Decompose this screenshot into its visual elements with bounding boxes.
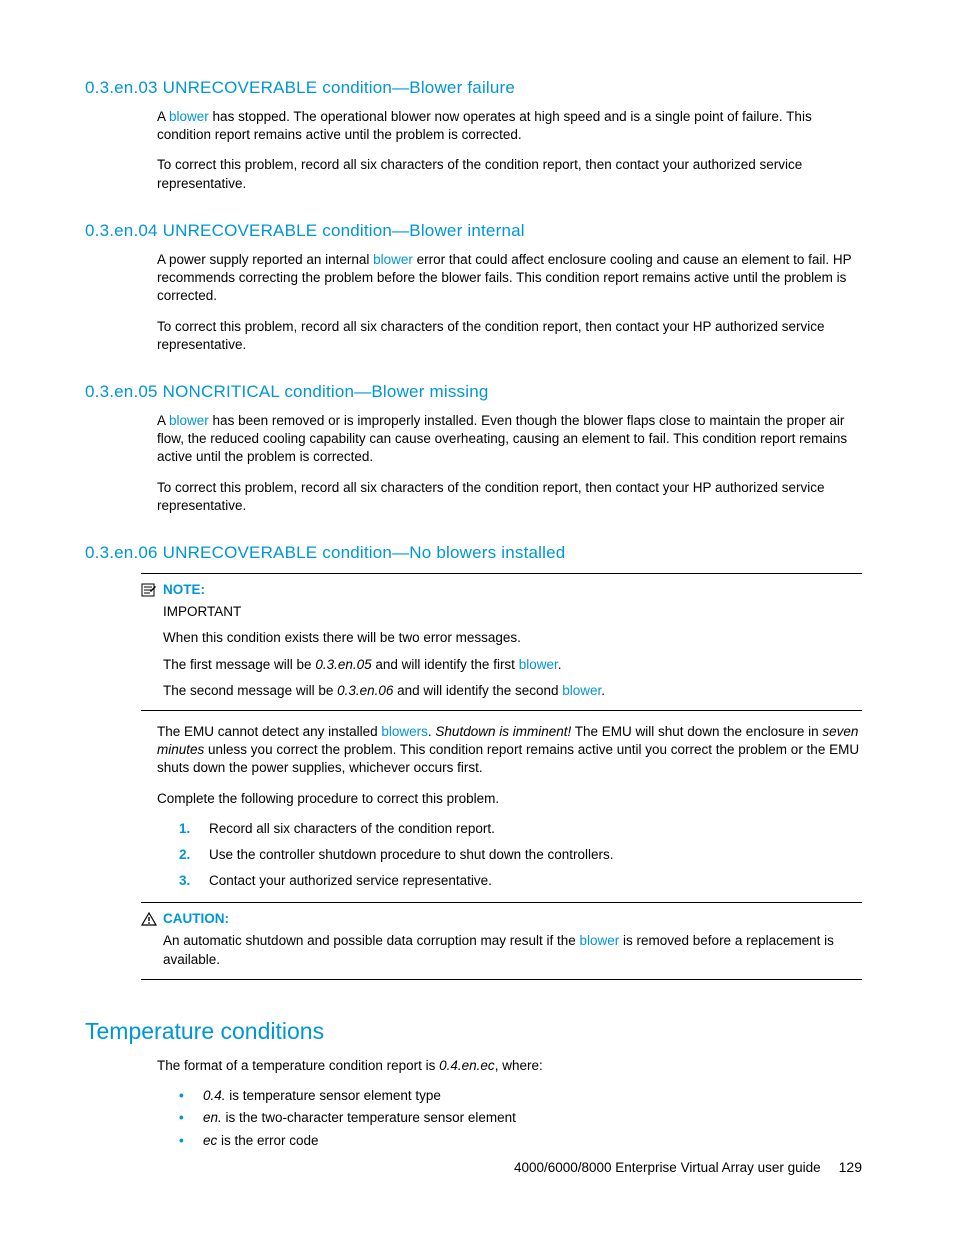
para-proc: Complete the following procedure to corr… bbox=[157, 790, 862, 808]
bullet-icon: • bbox=[179, 1109, 189, 1127]
link-blower[interactable]: blower bbox=[519, 657, 558, 672]
link-blower[interactable]: blower bbox=[373, 252, 413, 267]
code-ref: 0.3.en.06 bbox=[337, 683, 393, 698]
text: The EMU will shut down the enclosure in bbox=[571, 724, 822, 739]
divider bbox=[141, 979, 862, 980]
para-emu: The EMU cannot detect any installed blow… bbox=[157, 723, 862, 778]
list-text: en. is the two-character temperature sen… bbox=[203, 1109, 516, 1127]
term: ec bbox=[203, 1133, 217, 1148]
text: is temperature sensor element type bbox=[226, 1088, 441, 1103]
note-body: IMPORTANT When this condition exists the… bbox=[163, 603, 862, 700]
caution-body: An automatic shutdown and possible data … bbox=[163, 932, 862, 968]
para-05-1: A blower has been removed or is improper… bbox=[157, 412, 862, 467]
text: A bbox=[157, 413, 169, 428]
body-06: The EMU cannot detect any installed blow… bbox=[157, 723, 862, 891]
note-block: NOTE: IMPORTANT When this condition exis… bbox=[141, 573, 862, 711]
list-item: • 0.4. is temperature sensor element type bbox=[179, 1087, 862, 1105]
heading-03: 0.3.en.03 UNRECOVERABLE condition—Blower… bbox=[85, 78, 862, 98]
text: has been removed or is improperly instal… bbox=[157, 413, 847, 464]
bullet-icon: • bbox=[179, 1132, 189, 1150]
page-footer: 4000/6000/8000 Enterprise Virtual Array … bbox=[514, 1159, 862, 1175]
note-p4: The second message will be 0.3.en.06 and… bbox=[163, 682, 862, 700]
emphasis: Shutdown is imminent! bbox=[435, 724, 571, 739]
link-blower[interactable]: blower bbox=[169, 413, 209, 428]
note-label: NOTE: bbox=[163, 582, 205, 597]
caution-block: CAUTION: An automatic shutdown and possi… bbox=[141, 902, 862, 979]
link-blowers[interactable]: blowers bbox=[381, 724, 428, 739]
text: has stopped. The operational blower now … bbox=[157, 109, 812, 142]
divider bbox=[141, 573, 862, 574]
term: en. bbox=[203, 1110, 222, 1125]
heading-04: 0.3.en.04 UNRECOVERABLE condition—Blower… bbox=[85, 221, 862, 241]
text: and will identify the second bbox=[393, 683, 562, 698]
list-item: • en. is the two-character temperature se… bbox=[179, 1109, 862, 1127]
text: A power supply reported an internal bbox=[157, 252, 373, 267]
page-number: 129 bbox=[839, 1159, 862, 1175]
heading-06: 0.3.en.06 UNRECOVERABLE condition—No blo… bbox=[85, 543, 862, 563]
procedure-list: 1. Record all six characters of the condi… bbox=[179, 820, 862, 891]
bullet-list: • 0.4. is temperature sensor element type… bbox=[179, 1087, 862, 1150]
text: . bbox=[558, 657, 562, 672]
body-05: A blower has been removed or is improper… bbox=[157, 412, 862, 515]
list-text: ec is the error code bbox=[203, 1132, 319, 1150]
list-text: 0.4. is temperature sensor element type bbox=[203, 1087, 441, 1105]
list-number: 3. bbox=[179, 872, 195, 890]
text: An automatic shutdown and possible data … bbox=[163, 933, 579, 948]
text: The format of a temperature condition re… bbox=[157, 1058, 439, 1073]
caution-header: CAUTION: bbox=[141, 911, 862, 926]
document-page: 0.3.en.03 UNRECOVERABLE condition—Blower… bbox=[0, 0, 954, 1200]
link-blower[interactable]: blower bbox=[169, 109, 209, 124]
list-text: Use the controller shutdown procedure to… bbox=[209, 846, 613, 864]
footer-text: 4000/6000/8000 Enterprise Virtual Array … bbox=[514, 1160, 821, 1175]
note-header: NOTE: bbox=[141, 582, 862, 597]
list-item: • ec is the error code bbox=[179, 1132, 862, 1150]
text: unless you correct the problem. This con… bbox=[157, 742, 859, 775]
link-blower[interactable]: blower bbox=[562, 683, 601, 698]
note-icon bbox=[141, 583, 157, 597]
para-temp-1: The format of a temperature condition re… bbox=[157, 1057, 862, 1075]
caution-icon bbox=[141, 912, 157, 926]
list-number: 2. bbox=[179, 846, 195, 864]
text: . bbox=[601, 683, 605, 698]
note-p2: When this condition exists there will be… bbox=[163, 629, 862, 647]
list-item: 1. Record all six characters of the condi… bbox=[179, 820, 862, 838]
text: and will identify the first bbox=[372, 657, 519, 672]
text: The first message will be bbox=[163, 657, 315, 672]
para-03-2: To correct this problem, record all six … bbox=[157, 156, 862, 192]
list-text: Contact your authorized service represen… bbox=[209, 872, 492, 890]
list-item: 2. Use the controller shutdown procedure … bbox=[179, 846, 862, 864]
body-04: A power supply reported an internal blow… bbox=[157, 251, 862, 354]
body-temp: The format of a temperature condition re… bbox=[157, 1057, 862, 1150]
link-blower[interactable]: blower bbox=[579, 933, 619, 948]
text: The second message will be bbox=[163, 683, 337, 698]
list-number: 1. bbox=[179, 820, 195, 838]
caution-label: CAUTION: bbox=[163, 911, 229, 926]
list-item: 3. Contact your authorized service repres… bbox=[179, 872, 862, 890]
caution-text: An automatic shutdown and possible data … bbox=[163, 932, 862, 968]
code-ref: 0.4.en.ec bbox=[439, 1058, 495, 1073]
divider bbox=[141, 902, 862, 903]
body-03: A blower has stopped. The operational bl… bbox=[157, 108, 862, 193]
para-03-1: A blower has stopped. The operational bl… bbox=[157, 108, 862, 144]
list-text: Record all six characters of the conditi… bbox=[209, 820, 495, 838]
text: , where: bbox=[495, 1058, 543, 1073]
para-04-2: To correct this problem, record all six … bbox=[157, 318, 862, 354]
note-important: IMPORTANT bbox=[163, 603, 862, 621]
text: is the error code bbox=[217, 1133, 318, 1148]
para-04-1: A power supply reported an internal blow… bbox=[157, 251, 862, 306]
bullet-icon: • bbox=[179, 1087, 189, 1105]
text: A bbox=[157, 109, 169, 124]
text: is the two-character temperature sensor … bbox=[222, 1110, 516, 1125]
term: 0.4. bbox=[203, 1088, 226, 1103]
heading-05: 0.3.en.05 NONCRITICAL condition—Blower m… bbox=[85, 382, 862, 402]
heading-temperature: Temperature conditions bbox=[85, 1018, 862, 1045]
note-p3: The first message will be 0.3.en.05 and … bbox=[163, 656, 862, 674]
para-05-2: To correct this problem, record all six … bbox=[157, 479, 862, 515]
code-ref: 0.3.en.05 bbox=[315, 657, 371, 672]
text: The EMU cannot detect any installed bbox=[157, 724, 381, 739]
divider bbox=[141, 710, 862, 711]
